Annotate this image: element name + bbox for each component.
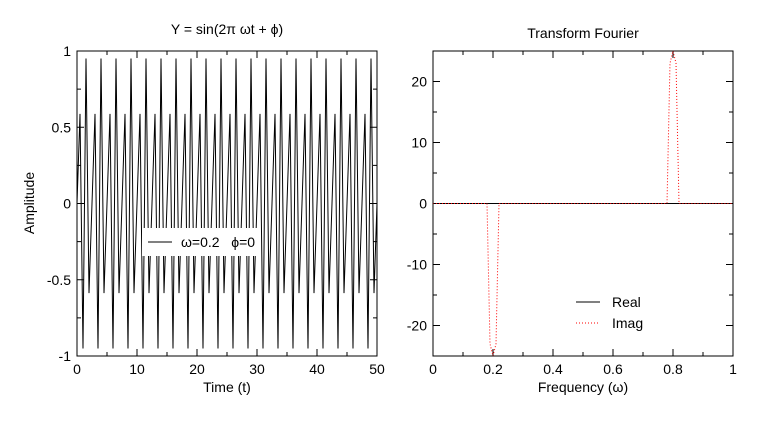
x-tick-label: 20 — [189, 361, 205, 377]
plot-frame — [432, 50, 734, 357]
legend-label-sine: ω=0.2 ϕ=0 — [181, 234, 255, 250]
chart-title: Transform Fourier — [527, 25, 639, 41]
x-tick-label: 0 — [429, 361, 437, 377]
fourier-transform-chart: Transform Fourier 0 0.2 0.4 0.6 0.8 1 -20 -10 0… — [407, 25, 737, 395]
x-tick-label: 30 — [249, 361, 265, 377]
x-tick-label: 0.6 — [603, 361, 623, 377]
y-tick-label: -20 — [407, 318, 427, 334]
y-tick-label: 1 — [63, 43, 71, 59]
y-tick-label: -1 — [59, 348, 72, 364]
y-axis-label: Amplitude — [21, 172, 37, 234]
y-tick-label: 0 — [419, 196, 427, 212]
plot-frame — [76, 50, 378, 357]
legend-label-real: Real — [612, 294, 641, 310]
series-lines — [433, 50, 733, 357]
y-tick-label: 0 — [63, 196, 71, 212]
y-tick-label: 10 — [411, 135, 427, 151]
x-tick-label: 40 — [309, 361, 325, 377]
sine-wave-chart: Y = sin(2π ωt + ϕ) 0 10 20 30 40 50 -1 -0.5 0 0.… — [21, 21, 385, 395]
legend-label-imag: Imag — [612, 315, 643, 331]
y-tick-label: 20 — [411, 74, 427, 90]
x-axis-label: Time (t) — [203, 379, 251, 395]
legend: ω=0.2 ϕ=0 — [142, 228, 260, 256]
x-tick-label: 0.2 — [483, 361, 503, 377]
y-tick-label: -10 — [407, 257, 427, 273]
series-line-0-2-0 — [76, 58, 378, 349]
x-tick-labels: 0 10 20 30 40 50 — [73, 361, 385, 377]
y-tick-label: -0.5 — [47, 272, 71, 288]
y-tick-label: 0.5 — [52, 119, 72, 135]
x-tick-labels: 0 0.2 0.4 0.6 0.8 1 — [429, 361, 737, 377]
legend: Real Imag — [576, 294, 643, 331]
x-tick-label: 50 — [369, 361, 385, 377]
x-tick-label: 10 — [129, 361, 145, 377]
series-lines — [76, 58, 378, 349]
chart-title: Y = sin(2π ωt + ϕ) — [171, 21, 283, 37]
x-tick-label: 0 — [73, 361, 81, 377]
y-tick-labels: -1 -0.5 0 0.5 1 — [47, 43, 71, 364]
y-tick-labels: -20 -10 0 10 20 — [407, 74, 427, 334]
x-axis-label: Frequency (ω) — [538, 379, 628, 395]
x-tick-label: 0.8 — [663, 361, 683, 377]
x-tick-label: 1 — [729, 361, 737, 377]
x-tick-label: 0.4 — [543, 361, 563, 377]
